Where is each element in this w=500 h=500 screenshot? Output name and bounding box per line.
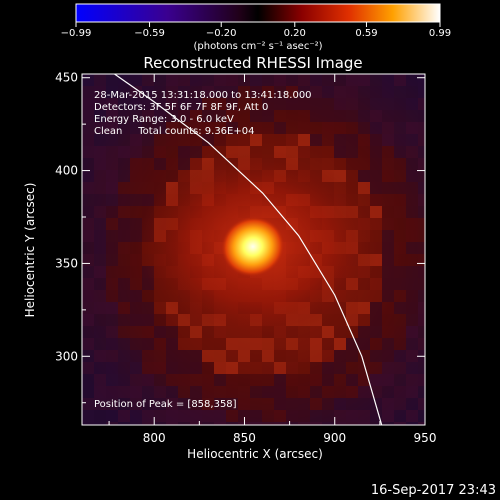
colorbar-tick-label: 0.20	[284, 28, 306, 39]
y-tick-label: 400	[55, 164, 78, 178]
x-axis-label: Heliocentric X (arcsec)	[187, 447, 323, 461]
colorbar-tick-label: −0.99	[61, 28, 92, 39]
info-line-clean: Clean Total counts: 9.36E+04	[94, 126, 254, 137]
colorbar-tick-label: 0.59	[355, 28, 377, 39]
colorbar: −0.99 −0.59 −0.20 0.20 0.59 0.99 (photons cm⁻…	[61, 3, 451, 52]
info-line-time: 28-Mar-2015 13:31:18.000 to 13:41:18.000	[94, 90, 312, 101]
y-tick-label: 300	[55, 349, 78, 363]
info-line-energy: Energy Range: 3.0 - 6.0 keV	[94, 114, 234, 125]
colorbar-unit-label: (photons cm⁻² s⁻¹ asec⁻²)	[193, 41, 322, 52]
info-line-detectors: Detectors: 3F 5F 6F 7F 8F 9F, Att 0	[94, 102, 268, 113]
chart-title: Reconstructed RHESSI Image	[143, 54, 362, 72]
plot-frame	[81, 73, 426, 426]
plot-area: 800 850 900 950 300 350 400 450 28-Mar-2015 13:…	[55, 71, 436, 445]
y-tick-label: 350	[55, 256, 78, 270]
axis-ticks: 800 850 900 950 300 350 400 450	[55, 71, 436, 445]
x-tick-label: 950	[414, 431, 437, 445]
peak-position-label: Position of Peak = [858,358]	[94, 399, 237, 410]
colorbar-tick-label: 0.99	[429, 28, 451, 39]
x-tick-label: 800	[143, 431, 166, 445]
colorbar-tick-label: −0.20	[206, 28, 237, 39]
solar-limb-curve	[114, 74, 383, 425]
flare-source	[221, 216, 285, 277]
y-axis-label: Heliocentric Y (arcsec)	[23, 183, 37, 318]
heatmap-image	[82, 74, 425, 425]
footer-timestamp: 16-Sep-2017 23:43	[371, 483, 496, 498]
colorbar-gradient	[75, 3, 441, 23]
x-tick-label: 850	[233, 431, 256, 445]
x-tick-label: 900	[323, 431, 346, 445]
colorbar-tick-label: −0.59	[134, 28, 165, 39]
colorbar-ticks: −0.99 −0.59 −0.20 0.20 0.59 0.99	[61, 22, 451, 39]
info-block: 28-Mar-2015 13:31:18.000 to 13:41:18.000…	[94, 90, 312, 137]
y-tick-label: 450	[55, 71, 78, 85]
